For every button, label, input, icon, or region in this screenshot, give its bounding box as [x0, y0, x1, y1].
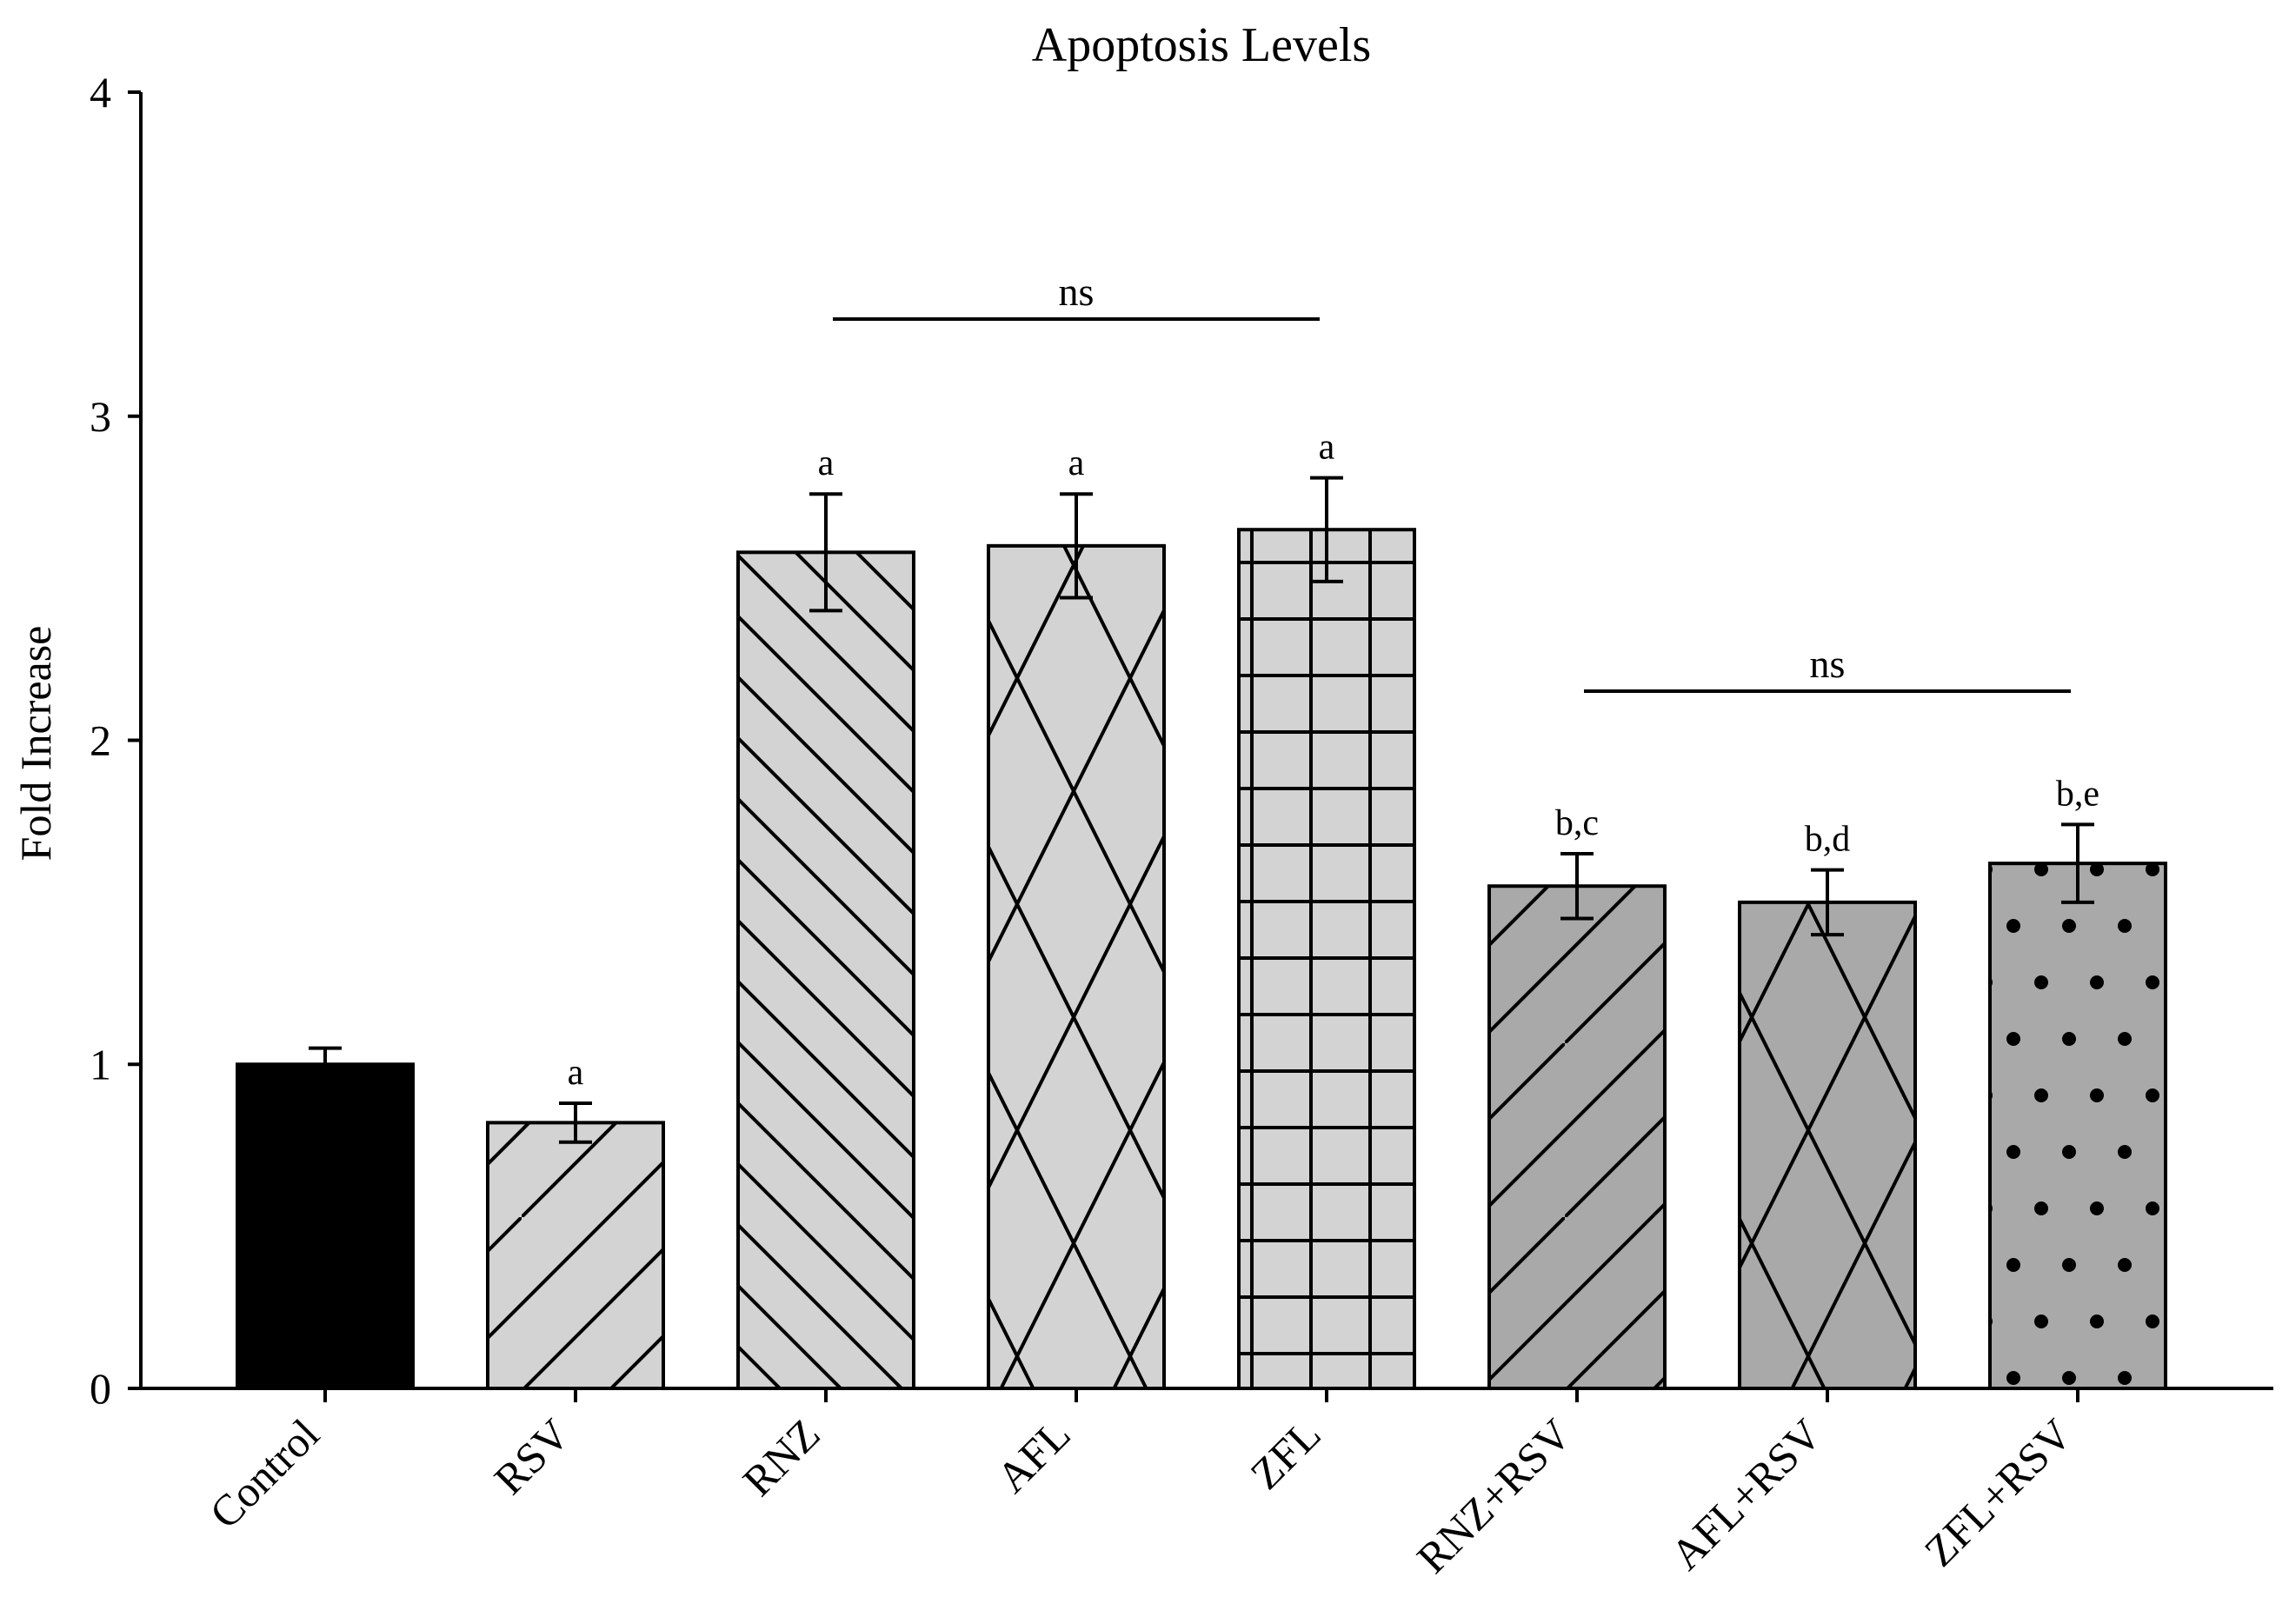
significance-letter: b,d: [1805, 820, 1851, 860]
y-tick-label: 4: [90, 68, 111, 116]
y-axis-label: Fold Increase: [11, 626, 60, 862]
bar-control: [236, 1062, 415, 1390]
significance-letter: a: [818, 443, 835, 483]
significance-bracket: ns: [1584, 642, 2071, 693]
x-tick-label: AFL+RSV: [1661, 1409, 1831, 1579]
x-tick-label: RNZ: [733, 1409, 828, 1505]
error-bar: [559, 1101, 592, 1144]
significance-letter: a: [1319, 428, 1335, 468]
error-bar: [1811, 868, 1844, 937]
bar-afl-plus-rsv: [1738, 900, 1917, 1390]
significance-letter: b,c: [1555, 803, 1599, 843]
error-bar: [1560, 851, 1594, 921]
x-tick-label: ZFL: [1241, 1409, 1329, 1498]
x-tick-label: RSV: [484, 1409, 578, 1503]
y-tick-label: 1: [90, 1040, 111, 1088]
y-tick-label: 3: [90, 392, 111, 441]
bar-zfl-plus-rsv: [1988, 862, 2167, 1390]
bracket-label: ns: [1059, 270, 1095, 314]
error-bar: [309, 1046, 342, 1082]
error-bar: [2061, 822, 2094, 904]
error-bar: [1310, 476, 1343, 583]
significance-letter: b,e: [2056, 774, 2099, 814]
chart-title: Apoptosis Levels: [1032, 18, 1371, 72]
axes: [128, 92, 2273, 1390]
y-tick-label: 2: [90, 716, 111, 765]
bar-rsv: [486, 1121, 665, 1390]
significance-bracket: ns: [833, 270, 1320, 321]
bracket-label: ns: [1810, 642, 1846, 686]
x-tick-label: AFL: [987, 1409, 1079, 1501]
x-tick-label: ZFL+RSV: [1915, 1409, 2081, 1575]
bar-rnz-plus-rsv: [1487, 884, 1667, 1390]
x-tick-label: Control: [200, 1409, 329, 1538]
bar-zfl: [1237, 528, 1416, 1390]
significance-letter: a: [568, 1053, 584, 1093]
bar-afl: [987, 543, 1166, 1390]
y-tick-label: 0: [90, 1364, 111, 1413]
bar-rnz: [736, 550, 915, 1390]
error-bar: [1060, 492, 1093, 600]
error-bar: [809, 492, 842, 613]
significance-letter: a: [1068, 443, 1085, 483]
x-tick-label: RNZ+RSV: [1407, 1409, 1580, 1582]
